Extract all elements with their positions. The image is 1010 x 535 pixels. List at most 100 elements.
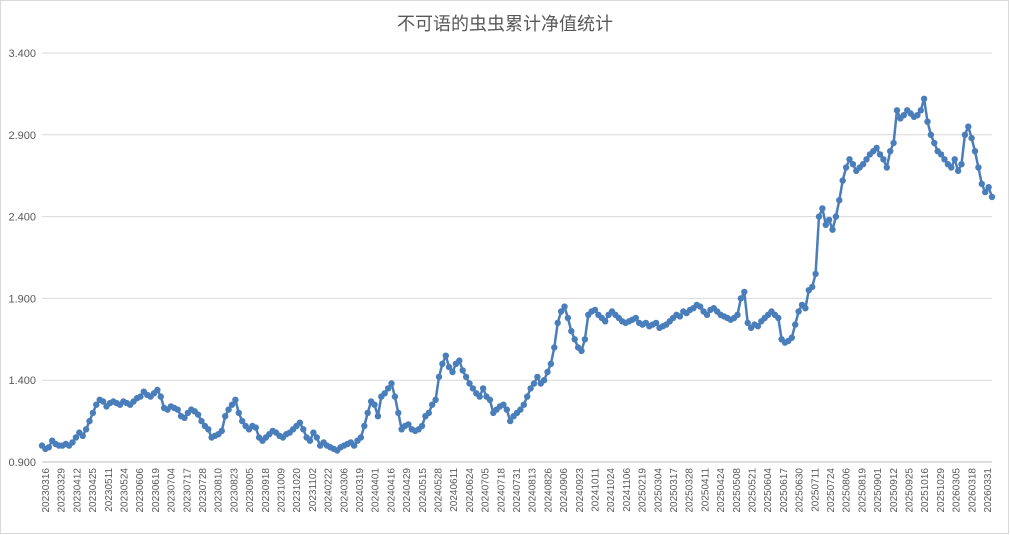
data-point (181, 414, 188, 421)
data-point (839, 177, 846, 184)
data-point (462, 373, 470, 381)
data-point (703, 311, 711, 318)
x-tick-label: 20250724 (826, 468, 837, 513)
data-point (391, 393, 399, 400)
data-point (86, 417, 93, 425)
data-point (924, 118, 931, 125)
data-point (99, 398, 107, 405)
x-tick-label: 20241024 (606, 468, 617, 513)
x-tick-label: 20240705 (481, 468, 492, 513)
data-point (252, 424, 259, 431)
data-point (954, 167, 962, 174)
x-tick-label: 20231102 (308, 468, 319, 512)
data-point (775, 314, 782, 322)
x-tick-label: 20230412 (72, 468, 83, 513)
x-tick-label: 20240416 (386, 468, 397, 513)
data-point (218, 427, 225, 435)
data-point (846, 156, 853, 163)
x-tick-label: 20250604 (763, 468, 774, 513)
data-point (418, 422, 426, 430)
data-point (927, 131, 935, 138)
x-axis-ticks: 20230316 20230329 20230412 20230425 20230511… (41, 468, 994, 513)
data-point (374, 413, 382, 420)
x-tick-label: 20240401 (371, 468, 382, 513)
data-point (557, 308, 565, 315)
data-point (551, 344, 558, 351)
x-tick-label: 20241011 (591, 468, 602, 512)
data-point (228, 401, 236, 408)
x-tick-label: 20230425 (88, 468, 99, 513)
data-point (883, 164, 890, 171)
x-tick-label: 20240718 (496, 468, 507, 513)
data-point (384, 385, 392, 392)
x-tick-label: 20230329 (57, 468, 68, 513)
data-point (466, 380, 473, 387)
data-point (795, 308, 802, 315)
data-point (381, 390, 388, 397)
x-tick-label: 20260305 (952, 468, 963, 513)
data-point (744, 319, 751, 327)
data-point (887, 148, 894, 155)
data-point (880, 156, 887, 163)
x-tick-label: 20251029 (936, 468, 947, 513)
data-point (917, 107, 924, 114)
y-tick-label: 0.900 (8, 457, 36, 469)
data-point (45, 444, 52, 451)
data-point (69, 439, 76, 446)
x-tick-label: 20240731 (512, 468, 523, 513)
data-point (527, 385, 534, 392)
data-point (503, 406, 510, 413)
data-point (530, 380, 538, 387)
x-tick-label: 20230810 (214, 468, 225, 513)
gridlines (42, 52, 992, 463)
data-point (578, 347, 585, 354)
series-line-0 (41, 97, 994, 452)
data-point (822, 221, 829, 228)
data-point (836, 197, 843, 204)
x-tick-label: 20230606 (135, 468, 146, 513)
data-point (486, 396, 494, 403)
data-point (500, 401, 507, 408)
x-tick-label: 20250424 (716, 468, 727, 513)
x-tick-label: 20250912 (889, 468, 900, 513)
data-point (306, 437, 314, 444)
data-point (235, 409, 242, 417)
data-point (564, 314, 572, 322)
data-point (982, 188, 989, 196)
data-point (445, 363, 453, 371)
data-point (239, 417, 246, 425)
data-point (361, 422, 368, 430)
data-point (79, 432, 86, 439)
x-tick-label: 20240624 (465, 468, 476, 513)
data-point (432, 396, 439, 403)
data-point (534, 373, 541, 381)
x-tick-label: 20230316 (41, 468, 52, 513)
x-tick-label: 20250508 (732, 468, 743, 513)
data-point (602, 318, 609, 325)
data-point (154, 386, 161, 394)
x-tick-label: 20250806 (842, 468, 853, 513)
data-point (788, 334, 795, 341)
data-point (517, 406, 524, 413)
x-tick-label: 20250617 (779, 468, 790, 513)
data-point (476, 393, 483, 400)
x-tick-label: 20251016 (920, 468, 931, 513)
x-tick-label: 20230918 (261, 468, 272, 513)
data-point (734, 311, 741, 318)
x-tick-label: 20230717 (182, 468, 193, 513)
x-tick-label: 20240222 (324, 468, 335, 513)
data-point (388, 380, 395, 387)
data-point (978, 180, 985, 188)
data-point (849, 161, 857, 168)
x-tick-label: 20250219 (638, 468, 649, 513)
data-point (876, 151, 884, 158)
y-tick-label: 1.900 (8, 293, 36, 305)
x-tick-label: 20231009 (277, 468, 288, 513)
x-tick-label: 20230905 (245, 468, 256, 513)
data-point (832, 213, 840, 220)
data-point (914, 112, 921, 119)
data-point (961, 131, 969, 138)
x-tick-label: 20240429 (402, 468, 413, 513)
